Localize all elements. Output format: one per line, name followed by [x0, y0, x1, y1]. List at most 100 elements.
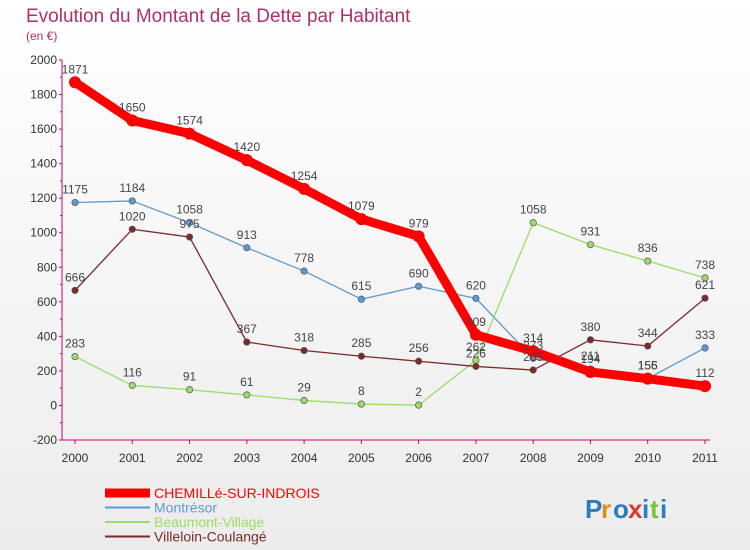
- x-tick-label: 2009: [577, 451, 604, 465]
- data-point: [185, 386, 194, 394]
- logo-letter: o: [613, 494, 629, 524]
- data-point: [412, 230, 425, 243]
- data-label: 1420: [233, 140, 260, 154]
- data-label: 8: [358, 384, 365, 398]
- logo-letter: t: [650, 494, 659, 524]
- data-label: 979: [409, 216, 429, 230]
- data-label: 1254: [291, 169, 318, 183]
- x-tick-label: 2011: [692, 451, 718, 465]
- data-point: [69, 76, 81, 89]
- data-point: [128, 225, 136, 233]
- y-tick-label: 800: [37, 260, 57, 274]
- data-label: 318: [294, 331, 314, 345]
- logo-letter: i: [660, 494, 667, 524]
- data-label: 226: [466, 346, 486, 360]
- data-label: 333: [695, 328, 715, 342]
- y-tick-label: -200: [33, 433, 57, 447]
- data-point: [300, 267, 308, 275]
- y-tick-label: 1200: [30, 191, 57, 205]
- series-line: [74, 222, 706, 406]
- data-point: [644, 257, 652, 265]
- data-label: 931: [580, 225, 600, 239]
- data-point: [701, 344, 709, 352]
- data-label: 1058: [520, 203, 547, 217]
- series-2: [71, 219, 709, 409]
- data-point: [298, 182, 311, 195]
- x-tick-label: 2000: [62, 451, 89, 465]
- data-label: 836: [638, 241, 658, 255]
- data-label: 1058: [176, 203, 203, 217]
- data-label: 285: [351, 336, 371, 350]
- y-tick-label: 400: [37, 329, 57, 343]
- data-point: [128, 197, 136, 205]
- data-label: 409: [466, 315, 486, 329]
- data-point: [300, 346, 308, 355]
- x-tick-label: 2003: [233, 451, 260, 465]
- data-point: [584, 365, 597, 378]
- data-label: 283: [65, 337, 85, 351]
- data-label: 1020: [119, 209, 146, 223]
- data-point: [469, 328, 482, 341]
- data-point: [641, 372, 654, 385]
- data-point: [701, 294, 709, 302]
- x-tick-label: 2008: [520, 451, 547, 465]
- data-point: [128, 381, 136, 389]
- legend-label: CHEMILLé-SUR-INDROIS: [154, 485, 320, 501]
- data-label: 61: [240, 375, 254, 389]
- logo-letter: r: [601, 494, 611, 524]
- data-point: [357, 295, 365, 303]
- data-point: [71, 198, 79, 207]
- proxiti-logo: Pr o x i t i: [585, 494, 667, 524]
- data-label: 1175: [62, 183, 88, 197]
- legend: CHEMILLé-SUR-INDROISMontrésorBeaumont-Vi…: [105, 485, 320, 545]
- data-label: 975: [180, 217, 200, 231]
- data-label: 262: [466, 340, 486, 354]
- chart-subtitle: (en €): [26, 29, 57, 43]
- data-label: 211: [581, 349, 600, 363]
- data-label: 1079: [348, 199, 375, 213]
- x-tick-label: 2010: [634, 451, 661, 465]
- data-point: [472, 294, 480, 302]
- data-label: 256: [409, 341, 429, 355]
- data-label: 205: [523, 350, 543, 364]
- data-label: 273: [523, 338, 543, 352]
- data-point: [185, 233, 194, 241]
- x-tick-label: 2004: [291, 451, 318, 465]
- data-point: [300, 396, 308, 404]
- series-3: [71, 225, 709, 374]
- series-layer: [69, 76, 711, 409]
- data-point: [240, 154, 253, 167]
- data-label: 778: [294, 251, 314, 265]
- logo-letter: i: [642, 494, 649, 524]
- data-point: [355, 213, 368, 226]
- legend-label: Villeloin-Coulangé: [154, 529, 267, 545]
- data-label: 194: [580, 352, 600, 366]
- data-point: [415, 357, 423, 365]
- y-tick-label: 0: [50, 398, 57, 412]
- data-label: 615: [351, 279, 371, 293]
- y-tick-label: 1400: [30, 157, 57, 171]
- data-point: [415, 282, 423, 290]
- data-label: 1650: [119, 100, 146, 114]
- y-tick-label: 1600: [30, 122, 57, 136]
- data-point: [71, 353, 79, 361]
- data-point: [126, 114, 139, 127]
- logo-letter: x: [628, 494, 643, 524]
- axes: -200 0 200 400 600 800 1000 1200 1400 1600 1800 200…: [30, 53, 718, 465]
- x-tick-label: 2006: [405, 451, 432, 465]
- data-label: 1184: [119, 181, 145, 195]
- data-label: 621: [695, 278, 715, 292]
- y-tick-label: 1000: [30, 226, 57, 240]
- y-tick-label: 2000: [30, 53, 57, 67]
- data-label: 738: [695, 258, 715, 272]
- data-point: [586, 336, 595, 344]
- data-point: [701, 274, 709, 282]
- data-label: 2: [415, 385, 422, 399]
- series-line: [70, 77, 710, 391]
- data-label: 690: [409, 266, 429, 280]
- data-label: 1574: [176, 114, 203, 128]
- data-label: 155: [638, 359, 658, 373]
- legend-label: Beaumont-Village: [154, 514, 264, 530]
